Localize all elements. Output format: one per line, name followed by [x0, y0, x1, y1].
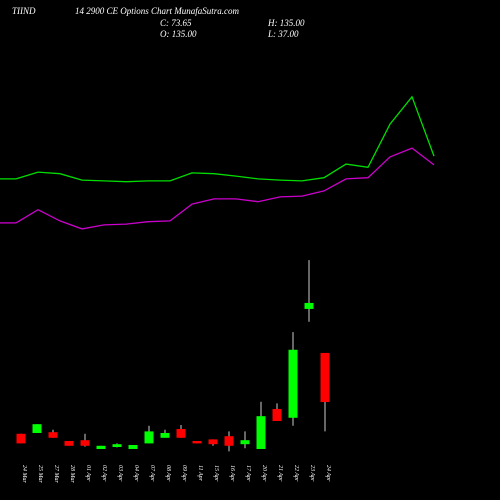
stat: H: 135.00	[267, 18, 305, 28]
candle-body	[240, 440, 250, 445]
x-tick-label: 25 Mar	[37, 465, 43, 483]
candle-body	[32, 424, 42, 433]
candle-body	[224, 436, 234, 446]
candle-body	[320, 352, 330, 403]
candle-body	[272, 408, 282, 421]
candle-body	[16, 433, 26, 444]
x-tick-label: 24 Mar	[21, 465, 28, 483]
candle-body	[192, 440, 202, 444]
x-tick-label: 02 Apr	[101, 465, 107, 482]
candle-body	[288, 349, 298, 418]
x-tick-label: 23 Apr	[309, 465, 315, 482]
candle-body	[80, 440, 90, 446]
x-tick-label: 08 Apr	[165, 465, 171, 482]
candle-body	[112, 444, 122, 447]
stat-name: C:	[160, 18, 169, 28]
candle-body	[64, 440, 74, 446]
x-tick-label: 24 Apr	[325, 465, 332, 482]
candle-body	[304, 302, 314, 309]
candle-body	[160, 432, 170, 438]
stat-name: O:	[160, 29, 170, 39]
x-tick-label: 16 Apr	[229, 465, 235, 482]
x-tick-label: 11 Apr	[197, 465, 203, 482]
stat-value: 135.00	[280, 18, 305, 28]
candle-body	[96, 445, 106, 449]
x-tick-label: 03 Apr	[117, 465, 123, 482]
x-tick-label: 22 Apr	[293, 465, 299, 482]
candle-body	[128, 444, 138, 449]
chart-title: TIIND	[12, 6, 36, 16]
chart-subtitle: 14 2900 CE Options Chart MunafaSutra.com	[75, 6, 240, 16]
candle-body	[48, 432, 58, 438]
x-tick-label: 04 Apr	[133, 465, 140, 482]
x-tick-label: 20 Apr	[261, 465, 267, 482]
x-tick-label: 28 Mar	[69, 465, 75, 483]
x-tick-label: 09 Apr	[181, 465, 187, 482]
stat-name: H:	[267, 18, 278, 28]
x-tick-label: 27 Mar	[53, 465, 59, 483]
stat: L: 37.00	[267, 29, 299, 39]
stat: O: 135.00	[160, 29, 197, 39]
stat: C: 73.65	[160, 18, 192, 28]
x-tick-label: 15 Apr	[213, 465, 219, 482]
stat-value: 37.00	[277, 29, 299, 39]
candle-body	[144, 431, 154, 444]
stat-value: 73.65	[171, 18, 192, 28]
x-tick-label: 07 Apr	[149, 465, 155, 482]
stat-name: L:	[267, 29, 276, 39]
x-tick-label: 01 Apr	[85, 465, 91, 482]
x-tick-label: 21 Apr	[277, 465, 283, 482]
stat-value: 135.00	[172, 29, 197, 39]
ma-line	[15, 95, 435, 183]
candle-body	[208, 439, 218, 445]
candle-body	[176, 428, 186, 438]
candle-body	[256, 416, 266, 449]
x-tick-label: 17 Apr	[245, 465, 251, 482]
ma-line	[15, 147, 435, 230]
